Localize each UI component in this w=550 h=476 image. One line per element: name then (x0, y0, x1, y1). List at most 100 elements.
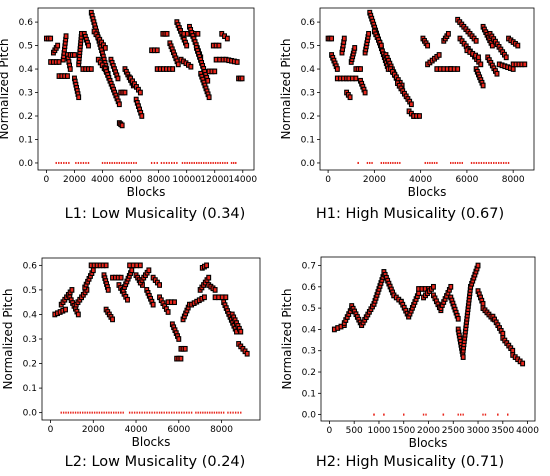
panel-L2-data-point (105, 287, 111, 293)
panel-H2-baseline-point (459, 413, 462, 416)
panel-H2-baseline-point (462, 413, 464, 416)
panel-L2-data-point (238, 328, 244, 335)
panel-H1-data-point (489, 42, 495, 49)
panel-L1-baseline-point (214, 161, 217, 164)
panel-L1-xtick-label: 6000 (119, 175, 142, 185)
panel-L1-ytick-label: 0.1 (19, 135, 33, 145)
panel-H1-data-point (455, 66, 461, 72)
panel-H1-data-point (515, 42, 521, 49)
panel-L2-baseline-point (195, 411, 197, 414)
panel-L1-baseline-point (186, 161, 188, 164)
panel-H1-baseline-point (456, 161, 459, 164)
panel-H2-caption: H2: High Musicality (0.71) (316, 454, 504, 470)
panel-H1-data-point (480, 82, 486, 89)
panel-H1-baseline-point (389, 161, 392, 164)
panel-L1-ytick-label: 0.3 (19, 89, 33, 99)
panel-L2-ytick-label: 0.6 (23, 261, 38, 271)
panel-L1-baseline-point (188, 161, 191, 164)
panel-L1-data-point (102, 45, 108, 51)
panel-L2-baseline-point (81, 411, 84, 414)
panel-L2-baseline-point (133, 411, 136, 414)
panel-L1-baseline-point (111, 161, 113, 164)
panel-L1-data-point (188, 63, 194, 70)
panel-L1-baseline-point (80, 161, 82, 164)
panel-H1-ytick-label: 0.4 (301, 65, 316, 75)
panel-L1-ytick-label: 0.0 (19, 159, 34, 169)
panel-L1-data-point (139, 113, 145, 119)
panel-H2-xtick-label: 500 (346, 426, 363, 436)
panel-L1-caption: L1: Low Musicality (0.34) (65, 206, 246, 222)
panel-L2-baseline-point (93, 411, 96, 414)
panel-L2-baseline-point (120, 411, 122, 414)
panel-L2-baseline-point (206, 411, 209, 414)
panel-L2-baseline-point (197, 411, 199, 414)
panel-L1-baseline-point (207, 161, 210, 164)
panel-L1-data-point (72, 52, 77, 58)
panel-H1-y-axis-label: Normalized Pitch (279, 38, 293, 139)
panel-L1-xtick-label: 14000 (228, 175, 257, 185)
panel-L2-xtick-label: 0 (48, 425, 54, 435)
panel-H1-baseline-point (459, 161, 461, 164)
panel-L2-data-point (212, 287, 218, 293)
panel-L2-baseline-point (178, 411, 180, 414)
panel-L2-data-point (125, 296, 130, 303)
panel-L1-data-point (175, 61, 181, 68)
panel-H1-xtick-label: 0 (325, 175, 331, 185)
panel-L1-baseline-point (230, 161, 233, 164)
panel-L1-baseline-point (55, 161, 57, 164)
panel-H1-data-point (473, 38, 479, 44)
panel-L1-baseline-point (85, 161, 87, 164)
panel-L2-data-point (206, 274, 212, 281)
panel-L1-baseline-point (128, 161, 130, 164)
panel-L1-baseline-point (232, 161, 235, 164)
panel-H1-data-point (366, 30, 372, 37)
panel-L2-baseline-point (199, 411, 202, 414)
panel-H1-data-point (478, 61, 484, 68)
panel-L1-baseline-point (58, 161, 60, 164)
panel-L2-ytick-label: 0.5 (23, 286, 37, 296)
panel-L2-axes-frame (41, 257, 261, 421)
panel-L1-data-point (170, 66, 176, 72)
panel-L1-data-point (212, 68, 218, 75)
panel-H1-baseline-point (436, 161, 438, 164)
panel-H1-data-point (494, 70, 500, 77)
panel-L1-baseline-point (150, 161, 153, 164)
panel-H1-data-point (358, 66, 363, 72)
panel-L1-data-point (195, 30, 201, 37)
panel-L2-baseline-point (211, 411, 213, 414)
panel-L1-baseline-point (135, 161, 137, 164)
panel-H2-baseline-point (422, 413, 425, 416)
panel-L2-data-point (176, 336, 182, 342)
panel-L1-baseline-point (210, 161, 212, 164)
panel-H2-baseline-point (482, 413, 484, 416)
panel-L2-baseline-point (86, 411, 89, 414)
panel-H1-baseline-point (433, 161, 436, 164)
panel-H1-data-point (476, 54, 481, 61)
panel-L2-baseline-point (105, 411, 108, 414)
panel-L2-baseline-point (153, 411, 156, 414)
panel-L2-baseline-point (62, 411, 65, 414)
panel-L2-baseline-point (163, 411, 165, 414)
panel-H2-plot: H2: High Musicality (0.71) 0 500 1000 1500 2… (280, 256, 539, 470)
panel-L1-data-point (119, 122, 125, 129)
panel-L2-y-axis-label: Normalized Pitch (1, 288, 15, 389)
panel-L1-baseline-point (184, 161, 186, 164)
panel-H2-data-point (448, 283, 454, 290)
panel-L2-baseline-point (151, 411, 153, 414)
panel-L2-baseline-point (96, 411, 98, 414)
panel-H1-baseline-point (505, 161, 507, 164)
panel-L2-baseline-point (108, 411, 110, 414)
panel-H2-data-point (475, 262, 481, 269)
panel-L2-baseline-point (213, 411, 216, 414)
panel-L2-baseline-point (110, 411, 112, 414)
panel-L1-baseline-point (109, 161, 111, 164)
panel-H2-xtick-label: 3500 (491, 426, 514, 436)
panel-L1-data-point (115, 75, 121, 82)
panel-H1-data-point (510, 66, 516, 72)
panel-L1-ytick-label: 0.5 (19, 42, 33, 52)
panel-L2-baseline-point (170, 411, 173, 414)
panel-L2-baseline-point (204, 411, 206, 414)
panel-L2-baseline-point (70, 411, 72, 414)
panel-L1-y-axis-label: Normalized Pitch (0, 38, 11, 139)
panel-L1-data-point (76, 94, 82, 101)
